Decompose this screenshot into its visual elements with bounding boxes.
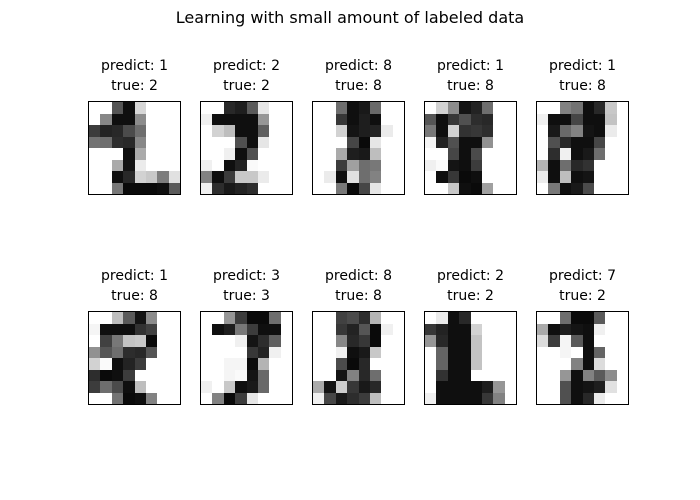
true-label: true: 8 bbox=[559, 78, 606, 94]
digit-pixel-grid bbox=[89, 312, 180, 404]
subplot-labels: predict: 1 true: 8 bbox=[424, 56, 517, 96]
predict-label: predict: 1 bbox=[101, 58, 168, 74]
figure-title: Learning with small amount of labeled da… bbox=[175, 8, 525, 27]
subplot-cell: predict: 2 true: 2 bbox=[200, 56, 293, 195]
subplot-labels: predict: 3 true: 3 bbox=[200, 266, 293, 306]
true-label: true: 2 bbox=[223, 78, 270, 94]
predict-label: predict: 1 bbox=[549, 58, 616, 74]
subplot-labels: predict: 1 true: 2 bbox=[88, 56, 181, 96]
digit-pixel-grid bbox=[201, 102, 292, 194]
true-label: true: 2 bbox=[447, 288, 494, 304]
subplot-labels: predict: 2 true: 2 bbox=[424, 266, 517, 306]
digit-image bbox=[312, 311, 405, 405]
predict-label: predict: 1 bbox=[101, 268, 168, 284]
digit-image bbox=[536, 311, 629, 405]
digit-pixel-grid bbox=[201, 312, 292, 404]
digit-image bbox=[200, 101, 293, 195]
subplot-labels: predict: 8 true: 8 bbox=[312, 266, 405, 306]
subplot-cell: predict: 8 true: 8 bbox=[312, 266, 405, 405]
subplot-cell: predict: 1 true: 8 bbox=[424, 56, 517, 195]
digit-pixel-grid bbox=[313, 312, 404, 404]
predict-label: predict: 3 bbox=[213, 268, 280, 284]
predict-label: predict: 8 bbox=[325, 58, 392, 74]
subplot-labels: predict: 8 true: 8 bbox=[312, 56, 405, 96]
predict-label: predict: 7 bbox=[549, 268, 616, 284]
digit-pixel-grid bbox=[425, 102, 516, 194]
digit-pixel-grid bbox=[537, 102, 628, 194]
subplot-cell: predict: 1 true: 8 bbox=[88, 266, 181, 405]
subplot-labels: predict: 7 true: 2 bbox=[536, 266, 629, 306]
digit-image bbox=[88, 101, 181, 195]
subplot-labels: predict: 2 true: 2 bbox=[200, 56, 293, 96]
subplot-cell: predict: 8 true: 8 bbox=[312, 56, 405, 195]
digit-image bbox=[88, 311, 181, 405]
predict-label: predict: 1 bbox=[437, 58, 504, 74]
digit-pixel-grid bbox=[89, 102, 180, 194]
subplot-labels: predict: 1 true: 8 bbox=[88, 266, 181, 306]
predict-label: predict: 2 bbox=[213, 58, 280, 74]
digit-image bbox=[312, 101, 405, 195]
predict-label: predict: 2 bbox=[437, 268, 504, 284]
subplot-cell: predict: 2 true: 2 bbox=[424, 266, 517, 405]
digit-pixel-grid bbox=[537, 312, 628, 404]
predict-label: predict: 8 bbox=[325, 268, 392, 284]
subplot-cell: predict: 1 true: 8 bbox=[536, 56, 629, 195]
subplot-cell: predict: 3 true: 3 bbox=[200, 266, 293, 405]
true-label: true: 8 bbox=[335, 78, 382, 94]
true-label: true: 8 bbox=[111, 288, 158, 304]
digit-image bbox=[424, 311, 517, 405]
digit-image bbox=[424, 101, 517, 195]
true-label: true: 2 bbox=[559, 288, 606, 304]
digit-image bbox=[536, 101, 629, 195]
digit-image bbox=[200, 311, 293, 405]
subplot-labels: predict: 1 true: 8 bbox=[536, 56, 629, 96]
true-label: true: 8 bbox=[447, 78, 494, 94]
subplot-cell: predict: 7 true: 2 bbox=[536, 266, 629, 405]
true-label: true: 8 bbox=[335, 288, 382, 304]
digit-pixel-grid bbox=[425, 312, 516, 404]
true-label: true: 2 bbox=[111, 78, 158, 94]
digit-pixel-grid bbox=[313, 102, 404, 194]
subplot-cell: predict: 1 true: 2 bbox=[88, 56, 181, 195]
true-label: true: 3 bbox=[223, 288, 270, 304]
